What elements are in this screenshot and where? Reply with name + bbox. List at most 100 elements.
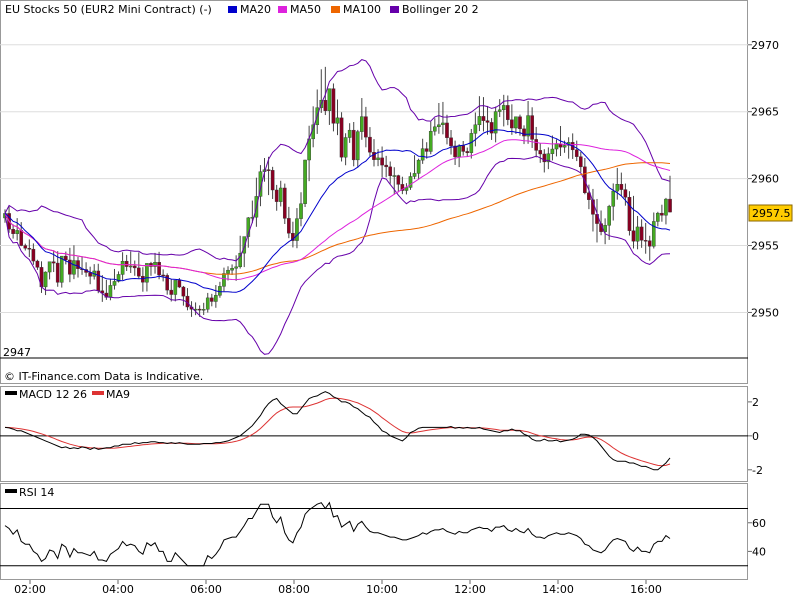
time-tick-label: 10:00 — [366, 583, 398, 596]
bollinger-lower-line — [4, 155, 671, 355]
candle-body — [116, 274, 121, 282]
candle-body — [35, 260, 40, 268]
price-tick-label: 2960 — [751, 173, 779, 186]
candle-body — [55, 262, 60, 283]
candle-body — [120, 260, 125, 275]
price-axis-ticks: 2950 2955 2960 2965 2970 — [748, 39, 779, 319]
candle-body — [416, 159, 421, 174]
candle-body — [461, 145, 466, 152]
candle-body — [485, 120, 490, 123]
candle-body — [465, 151, 470, 153]
candle-body — [396, 175, 401, 185]
candle-body — [449, 137, 453, 147]
candle-body — [11, 229, 15, 234]
legend-swatch-ma50 — [278, 6, 287, 13]
candle-body — [246, 217, 251, 237]
rsi-gridlines — [0, 507, 748, 567]
candle-body — [635, 226, 640, 242]
candle-body — [497, 109, 502, 112]
candle-body — [400, 184, 405, 191]
candle-body — [514, 116, 518, 129]
rsi-lines — [4, 501, 671, 567]
candle-body — [124, 260, 129, 267]
candle-body — [145, 263, 149, 283]
candle-body — [214, 295, 218, 302]
rsi-legend-swatch — [5, 489, 17, 493]
candle-body — [161, 274, 165, 277]
candle-body — [43, 271, 48, 288]
candle-body — [453, 145, 457, 158]
price-candles — [3, 66, 672, 317]
candle-body — [157, 262, 161, 276]
macd-line — [4, 391, 671, 471]
candle-body — [108, 285, 113, 298]
candle-body — [623, 189, 628, 198]
candle-body — [201, 309, 206, 311]
candle-body — [368, 136, 372, 153]
macd-panel: 2 0 -2 MACD 12 26 MA9 — [0, 386, 763, 482]
ma20-line — [4, 129, 671, 293]
candle-body — [631, 230, 636, 242]
rsi-tick-label: 40 — [752, 545, 766, 558]
candle-body — [437, 124, 441, 128]
candle-body — [132, 265, 137, 269]
candle-body — [550, 148, 555, 154]
price-tick-label: 2965 — [751, 106, 779, 119]
candle-body — [68, 259, 72, 275]
candle-body — [392, 175, 397, 177]
candle-body — [197, 308, 202, 311]
candle-body — [299, 203, 303, 219]
ma9-legend-label: MA9 — [106, 388, 130, 401]
candle-body — [664, 198, 668, 216]
candle-body — [137, 267, 141, 277]
ma50-line — [4, 139, 671, 281]
legend-label-ma100: MA100 — [343, 3, 381, 16]
candle-body — [526, 115, 530, 137]
candle-body — [282, 187, 287, 219]
candle-body — [428, 131, 433, 152]
candle-body — [59, 255, 64, 283]
candle-body — [424, 148, 429, 152]
candle-body — [238, 252, 242, 268]
candle-body — [408, 176, 413, 188]
candle-body — [19, 230, 24, 246]
rsi-legend-label: RSI 14 — [19, 486, 54, 499]
candle-body — [343, 137, 348, 158]
price-gridlines — [0, 44, 748, 313]
candle-body — [587, 192, 591, 200]
candle-body — [323, 99, 328, 111]
candle-body — [218, 286, 222, 296]
candle-body — [643, 240, 648, 242]
candle-body — [72, 260, 76, 275]
rsi-axis-ticks: 60 40 — [748, 517, 766, 558]
candle-body — [205, 297, 210, 310]
candle-body — [501, 105, 506, 111]
candle-body — [611, 190, 616, 207]
time-tick-label: 08:00 — [278, 583, 310, 596]
candle-body — [47, 261, 52, 273]
candle-body — [331, 88, 336, 124]
candle-body — [266, 169, 271, 171]
candle-body — [441, 122, 445, 126]
legend-label-ma50: MA50 — [290, 3, 321, 16]
candle-body — [546, 153, 551, 163]
candle-body — [51, 261, 56, 264]
macd-lines — [4, 391, 671, 471]
candle-body — [489, 122, 494, 134]
candle-body — [295, 218, 299, 241]
candle-body — [230, 268, 234, 271]
candle-body — [420, 148, 425, 161]
legend-swatch-bollinger — [390, 6, 399, 13]
candle-body — [578, 156, 583, 168]
candle-body — [574, 149, 579, 157]
candle-body — [173, 280, 178, 295]
candle-body — [31, 248, 36, 262]
candle-body — [291, 233, 295, 241]
time-tick-label: 14:00 — [542, 583, 574, 596]
candle-body — [603, 225, 607, 232]
candle-body — [651, 221, 656, 247]
time-tick-label: 16:00 — [630, 583, 662, 596]
time-tick-label: 12:00 — [454, 583, 486, 596]
candle-body — [518, 116, 522, 130]
